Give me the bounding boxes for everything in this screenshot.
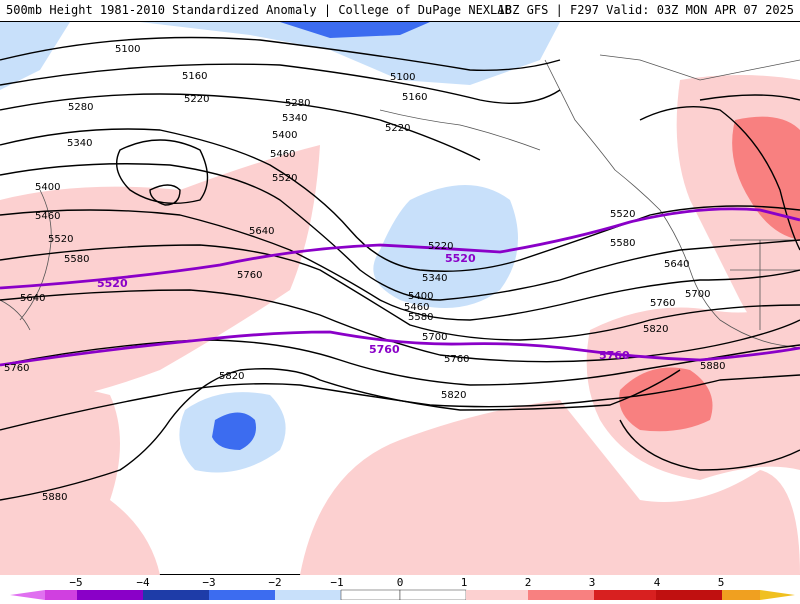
colorbar-svg: −5 −4 −3 −2 −1 0 1 2 3 4 5 (10, 576, 795, 601)
colorbar-seg-pos45 (656, 590, 722, 600)
contour-label: 5880 (42, 492, 67, 503)
neg-anomaly-north-strong (280, 22, 430, 38)
anomaly-shading (0, 22, 800, 575)
map-canvas: 5100 5160 5220 5280 5280 5340 5340 5400 … (0, 22, 800, 575)
contour-labels: 5100 5160 5220 5280 5280 5340 5340 5400 … (4, 44, 725, 503)
colorbar-seg-pos23 (528, 590, 594, 600)
contour-label: 5760 (237, 270, 262, 281)
contour-label: 5280 (68, 102, 93, 113)
contour-label: 5880 (700, 361, 725, 372)
contour-label: 5220 (385, 123, 410, 134)
contour-label: 5340 (67, 138, 92, 149)
anomaly-map: 5100 5160 5220 5280 5280 5340 5340 5400 … (0, 22, 800, 575)
contour-label: 5400 (272, 130, 297, 141)
colorbar-seg-neg34 (143, 590, 209, 600)
colorbar-seg-pos12 (466, 590, 528, 600)
contour-label-5520: 5520 (97, 277, 128, 290)
colorbar-ramp (10, 589, 795, 601)
contour-label: 5400 (408, 291, 433, 302)
contour-label: 5700 (422, 332, 447, 343)
contour-label: 5520 (610, 209, 635, 220)
colorbar-right-arrow (760, 590, 795, 600)
neg-anomaly-pacific-strong (212, 412, 256, 450)
contour-label: 5640 (20, 293, 45, 304)
colorbar-tick: −1 (330, 576, 343, 589)
colorbar-seg-neg5 (45, 590, 77, 600)
model-run-info: 18Z GFS | F297 Valid: 03Z MON APR 07 202… (497, 3, 794, 17)
colorbar-tick: −3 (202, 576, 215, 589)
contour-label: 5400 (35, 182, 60, 193)
contour-label-5520: 5520 (445, 252, 476, 265)
contour-label: 5460 (35, 211, 60, 222)
neg-anomaly-north (140, 22, 560, 85)
colorbar-seg-neg45 (77, 590, 143, 600)
contour-label: 5640 (664, 259, 689, 270)
colorbar-tick: 1 (461, 576, 468, 589)
contour-label: 5580 (408, 312, 433, 323)
contour-label: 5220 (428, 241, 453, 252)
contour-label: 5340 (422, 273, 447, 284)
contour-label: 5820 (219, 371, 244, 382)
colorbar-tick: 0 (397, 576, 404, 589)
contour-label: 5820 (441, 390, 466, 401)
colorbar-seg-pos01 (399, 589, 467, 601)
contour-label: 5820 (643, 324, 668, 335)
colorbar-tick: −5 (69, 576, 82, 589)
contour-label: 5640 (249, 226, 274, 237)
contour-label: 5280 (285, 98, 310, 109)
contour-label: 5580 (610, 238, 635, 249)
colorbar-seg-pos5 (722, 590, 760, 600)
colorbar-left-arrow (10, 590, 45, 600)
contour-label: 5520 (48, 234, 73, 245)
contour-5520-highlight (0, 207, 800, 290)
header-bar: 500mb Height 1981-2010 Standardized Anom… (0, 0, 800, 22)
contour-label: 5220 (184, 94, 209, 105)
pos-anomaly-east-strong (619, 367, 713, 432)
colorbar-ticks: −5 −4 −3 −2 −1 0 1 2 3 4 5 (69, 576, 724, 589)
contour-label: 5160 (402, 92, 427, 103)
contour-label: 5760 (650, 298, 675, 309)
pos-anomaly-northeast-strong (732, 116, 800, 240)
neg-anomaly-west-edge (0, 22, 70, 90)
colorbar-seg-neg01 (340, 589, 401, 601)
contour-label: 5580 (64, 254, 89, 265)
map-title: 500mb Height 1981-2010 Standardized Anom… (6, 3, 512, 17)
colorbar-tick: 5 (718, 576, 725, 589)
colorbar-seg-neg23 (209, 590, 275, 600)
neg-anomaly-trough (373, 185, 518, 308)
colorbar-tick: 3 (589, 576, 596, 589)
colorbar-tick: 2 (525, 576, 532, 589)
contour-label-5760: 5760 (599, 349, 630, 362)
pos-anomaly-westpac (0, 145, 320, 410)
contour-label: 5460 (404, 302, 429, 313)
colorbar-tick: −2 (268, 576, 281, 589)
coastlines (0, 54, 800, 349)
contour-label: 5460 (270, 149, 295, 160)
contour-label: 5700 (685, 289, 710, 300)
height-contours (0, 36, 800, 501)
contour-label: 5100 (115, 44, 140, 55)
colorbar-tick: −4 (136, 576, 150, 589)
contour-label: 5340 (282, 113, 307, 124)
contour-label: 5100 (390, 72, 415, 83)
colorbar-seg-neg12 (275, 590, 341, 600)
contour-5760-highlight (0, 330, 800, 367)
highlight-contours (0, 207, 800, 367)
contour-label: 5760 (4, 363, 29, 374)
contour-label-5760: 5760 (369, 343, 400, 356)
colorbar-tick: 4 (654, 576, 661, 589)
contour-label: 5520 (272, 173, 297, 184)
contour-label: 5160 (182, 71, 207, 82)
contour-label: 5760 (444, 354, 469, 365)
anomaly-colorbar: −5 −4 −3 −2 −1 0 1 2 3 4 5 (0, 575, 800, 601)
colorbar-seg-pos34 (594, 590, 656, 600)
pos-anomaly-south-central (300, 400, 800, 575)
